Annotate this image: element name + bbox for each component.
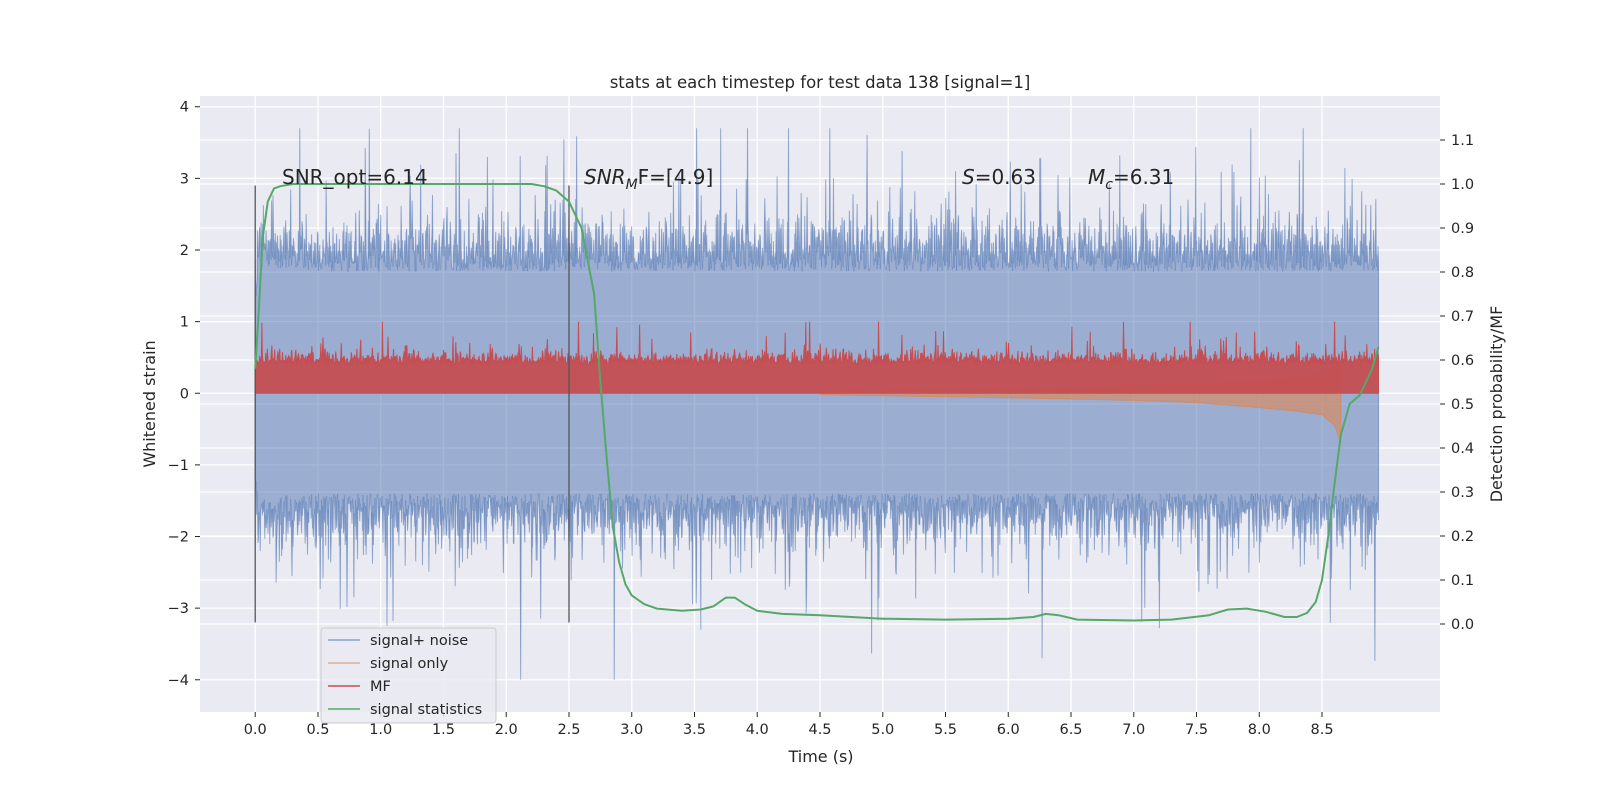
legend-label-signal-noise: signal+ noise	[370, 633, 468, 649]
x-tick-label-17: 8.5	[1310, 722, 1333, 738]
annotation-mc-main: M	[1088, 165, 1105, 189]
y2-tick-label-7: 0.7	[1451, 309, 1474, 325]
x-tick-label-15: 7.5	[1185, 722, 1208, 738]
y2-tick-label-3: 0.3	[1451, 485, 1474, 501]
annotation-mc-rest: =6.31	[1113, 165, 1174, 189]
annotation-snr-mf: SNRMF=[4.9]	[584, 165, 713, 193]
legend: signal+ noise signal only MF signal stat…	[320, 627, 497, 724]
annotation-mc: Mc=6.31	[1088, 165, 1174, 193]
legend-box	[320, 627, 497, 724]
series-mf	[254, 321, 1379, 394]
y-tick-label-6: 2	[180, 243, 189, 259]
annotation-s: S=0.63	[962, 165, 1036, 189]
x-tick-label-4: 2.0	[495, 722, 518, 738]
x-axis-label: Time (s)	[787, 747, 853, 766]
annotation-snr-mf-sub: M	[626, 177, 638, 193]
chart-title: stats at each timestep for test data 138…	[610, 73, 1031, 92]
x-tick-label-12: 6.0	[997, 722, 1020, 738]
y-tick-label-5: 1	[180, 315, 189, 331]
x-tick-label-0: 0.0	[244, 722, 267, 738]
data-layer	[254, 128, 1380, 680]
y2-tick-label-5: 0.5	[1451, 397, 1474, 413]
y2-tick-label-10: 1.0	[1451, 177, 1474, 193]
x-tick-label-1: 0.5	[306, 722, 329, 738]
y2-tick-label-8: 0.8	[1451, 265, 1474, 281]
y-tick-label-3: −1	[168, 458, 189, 474]
y2-tick-label-1: 0.1	[1451, 573, 1474, 589]
series-signal-statistics	[254, 183, 1380, 622]
y2-tick-label-2: 0.2	[1451, 529, 1474, 545]
annotation-snr-opt: SNR_opt=6.14	[282, 165, 428, 189]
ticks: 0.0 0.5 1.0 1.5 2.0 2.5 3.0 3.5 4.0 4.5 5.0 5.5 6.0 6…	[168, 100, 1474, 738]
y-tick-label-1: −3	[168, 601, 189, 617]
y-axis-label: Whitened strain	[140, 340, 159, 467]
y-tick-label-7: 3	[180, 171, 189, 187]
x-tick-label-10: 5.0	[871, 722, 894, 738]
x-tick-label-8: 4.0	[746, 722, 769, 738]
annotation-s-main: S	[962, 165, 975, 189]
y2-tick-label-6: 0.6	[1451, 353, 1474, 369]
legend-label-signal-only: signal only	[370, 656, 449, 672]
x-tick-label-9: 4.5	[808, 722, 831, 738]
x-tick-label-16: 8.0	[1248, 722, 1271, 738]
x-tick-label-13: 6.5	[1059, 722, 1082, 738]
annotation-s-rest: =0.63	[975, 165, 1036, 189]
annotation-snr-mf-rest: F=[4.9]	[638, 165, 714, 189]
y-tick-label-4: 0	[180, 386, 189, 402]
y2-axis-label: Detection probability/MF	[1487, 306, 1506, 503]
annotation-snr-mf-main: SNR	[584, 165, 626, 189]
x-tick-label-6: 3.0	[620, 722, 643, 738]
y-tick-label-2: −2	[168, 530, 189, 546]
y2-tick-label-11: 1.1	[1451, 133, 1474, 149]
y-tick-label-0: −4	[168, 673, 189, 689]
x-tick-label-5: 2.5	[557, 722, 580, 738]
y-tick-label-8: 4	[180, 100, 189, 116]
x-tick-label-11: 5.5	[934, 722, 957, 738]
x-tick-label-2: 1.0	[369, 722, 392, 738]
y2-tick-label-4: 0.4	[1451, 441, 1474, 457]
x-tick-label-14: 7.0	[1122, 722, 1145, 738]
x-tick-label-3: 1.5	[432, 722, 455, 738]
legend-label-mf: MF	[370, 679, 391, 695]
x-tick-label-7: 3.5	[683, 722, 706, 738]
annotations: SNR_opt=6.14 SNRMF=[4.9] S=0.63 Mc=6.31	[282, 165, 1174, 193]
series-signal-noise	[254, 128, 1379, 680]
y2-tick-label-0: 0.0	[1451, 617, 1474, 633]
legend-label-signal-statistics: signal statistics	[370, 702, 482, 718]
annotation-mc-sub: c	[1105, 177, 1113, 193]
y2-tick-label-9: 0.9	[1451, 221, 1474, 237]
